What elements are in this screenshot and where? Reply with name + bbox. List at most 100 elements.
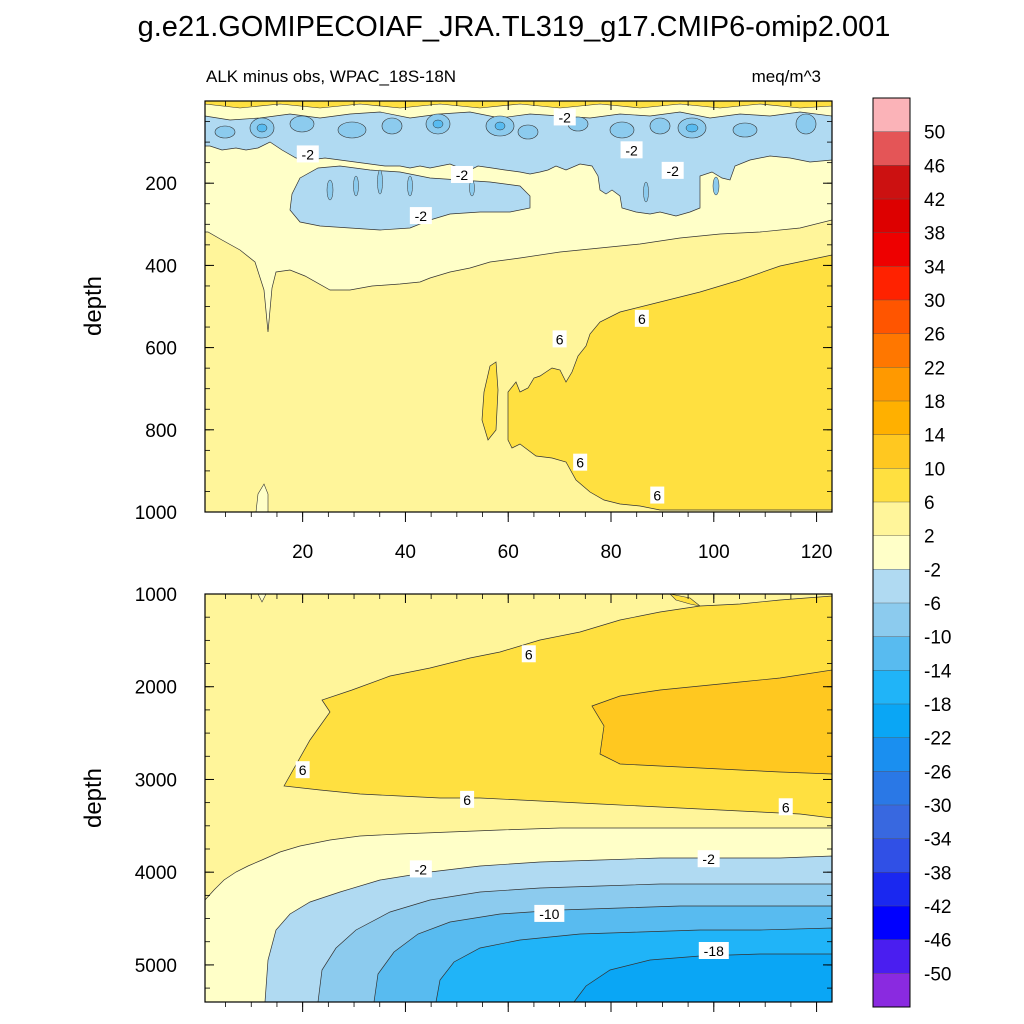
colorbar-swatch [872, 367, 911, 402]
colorbar-swatch [872, 535, 911, 570]
upper-contour-label: -2 [409, 207, 432, 225]
upper-xtick-label: 100 [698, 542, 730, 563]
colorbar-label: 18 [924, 392, 945, 413]
upper-subtitle-right: meq/m^3 [752, 67, 821, 86]
colorbar-swatch [872, 670, 911, 705]
colorbar-label: 38 [924, 224, 945, 245]
lower-contour-label-text: -18 [704, 943, 724, 959]
colorbar-label: -46 [924, 931, 951, 952]
colorbar: 50 46 42 38 34 30 26 22 18 14 10 6 2 -2 -6 -10 -14 -18 -22… [872, 97, 952, 1008]
upper-contour-label-bg [450, 165, 473, 183]
figure-title: g.e21.GOMIPECOIAF_JRA.TL319_g17.CMIP6-om… [138, 11, 891, 43]
colorbar-label: -26 [924, 762, 951, 783]
lower-contour-label: 6 [295, 761, 310, 779]
colorbar-label: 30 [924, 291, 945, 312]
upper-fill-minus6-minus2-a [204, 111, 833, 217]
upper-contour-label-bg [573, 453, 588, 471]
upper-contour-label: 6 [573, 453, 588, 471]
upper-ytick-label: 200 [145, 174, 177, 195]
lower-contour-label-text: 6 [299, 762, 307, 778]
upper-fill-6-10-island [481, 361, 499, 441]
upper-contour-label-bg [650, 486, 665, 504]
lower-y-tick-labels: 1000 2000 3000 4000 5000 [135, 585, 177, 977]
lower-contour-label: 6 [778, 798, 793, 816]
lower-ylabel: depth [80, 768, 107, 828]
colorbar-swatch [872, 400, 911, 436]
upper-fill-top-strip [204, 100, 833, 109]
colorbar-label: -30 [924, 796, 951, 817]
upper-contour-label-bg [620, 141, 643, 159]
colorbar-label: 22 [924, 358, 945, 379]
upper-contour-label: -2 [620, 141, 643, 159]
upper-contour-label: 6 [650, 486, 665, 504]
colorbar-label: -42 [924, 897, 951, 918]
colorbar-swatch [872, 636, 911, 671]
colorbar-label: -18 [924, 695, 951, 716]
upper-ylabel: depth [80, 276, 107, 336]
lower-contour-label: -10 [534, 904, 565, 922]
upper-x-tick-labels: 20 40 60 80 100 120 [292, 542, 832, 563]
lower-contour-label-text: 6 [782, 799, 790, 815]
lower-contour-label: -18 [698, 942, 729, 959]
colorbar-label: 42 [924, 190, 945, 211]
lower-contour-label-text: 6 [525, 646, 533, 662]
lower-fill-top-feature [669, 593, 701, 607]
upper-contour-label-bg [409, 207, 432, 225]
colorbar-label: 14 [924, 426, 946, 447]
upper-subtitle-left: ALK minus obs, WPAC_18S-18N [206, 67, 456, 86]
upper-stripes [326, 169, 720, 203]
lower-contour-label-text: -2 [702, 851, 715, 867]
lower-contour-label-bg [409, 860, 432, 878]
upper-ticks [205, 100, 832, 522]
colorbar-label: 10 [924, 459, 945, 480]
lower-contour-label-bg [697, 850, 720, 868]
colorbar-label: -38 [924, 863, 951, 884]
colorbar-swatch [872, 973, 911, 1008]
colorbar-swatch [872, 131, 911, 166]
colorbar-swatch [872, 232, 911, 267]
colorbar-swatch [872, 434, 911, 469]
upper-ytick-label: 1000 [135, 503, 177, 524]
colorbar-label: -50 [924, 964, 951, 985]
upper-fill-minus10-minus6 [214, 113, 817, 140]
lower-ytick-label: 4000 [135, 863, 177, 884]
lower-contour-label: 6 [460, 790, 475, 808]
upper-contour-label-bg [553, 108, 576, 126]
upper-xtick-label: 120 [801, 542, 833, 563]
colorbar-label: 34 [924, 257, 946, 278]
colorbar-label: 6 [924, 493, 935, 514]
upper-contour-label: -2 [450, 165, 473, 183]
upper-fill-minus14-minus10 [256, 119, 699, 133]
colorbar-label: 2 [924, 527, 935, 548]
lower-contour-label-bg [698, 942, 729, 959]
colorbar-label: 46 [924, 156, 945, 177]
upper-contour-label-text: 6 [556, 331, 564, 347]
upper-xtick-label: 80 [600, 542, 621, 563]
upper-fill-6-10 [507, 254, 833, 511]
colorbar-swatch [872, 333, 911, 368]
lower-contour-label-bg [778, 798, 793, 816]
colorbar-label: -34 [924, 830, 952, 851]
upper-xtick-label: 60 [498, 542, 519, 563]
colorbar-label: 50 [924, 123, 945, 144]
upper-contour-label-text: 6 [653, 488, 661, 504]
lower-ytick-label: 1000 [135, 585, 177, 606]
lower-ticks [205, 593, 832, 1012]
colorbar-swatch [872, 737, 911, 772]
lower-fill-10-14 [591, 669, 833, 775]
lower-contour-label-bg [534, 904, 565, 922]
upper-contour-label: 6 [634, 309, 649, 327]
lower-contour-label-bg [460, 790, 475, 808]
upper-contour-labels: -2 -2 -2 -2 -2 -2 6 6 6 6 [296, 108, 684, 504]
upper-xtick-label: 20 [292, 542, 313, 563]
lower-contour-label-text: -10 [539, 906, 559, 922]
lower-contour-label-text: -2 [415, 861, 428, 877]
upper-contour-label-bg [552, 330, 567, 348]
upper-contour-label-text: -2 [415, 208, 428, 224]
upper-ytick-label: 800 [145, 421, 177, 442]
upper-contour-label-text: 6 [638, 311, 646, 327]
lower-contour-label: 6 [521, 645, 536, 663]
colorbar-swatch [872, 771, 911, 806]
upper-xtick-label: 40 [395, 542, 416, 563]
